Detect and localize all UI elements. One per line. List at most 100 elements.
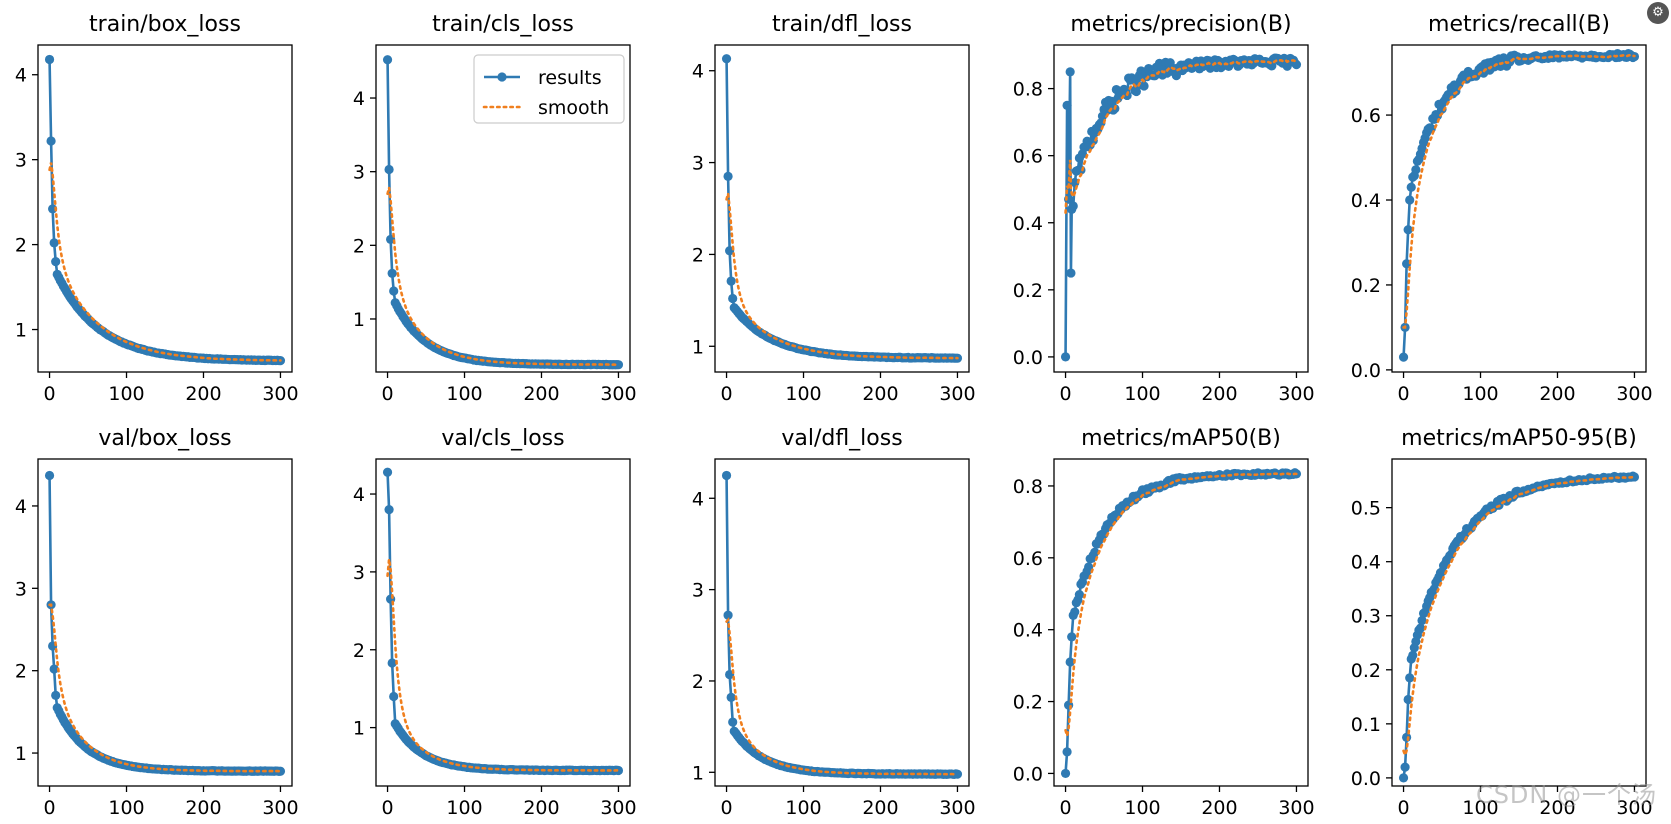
y-tick-label: 0.4: [1013, 213, 1043, 235]
x-tick-label: 0: [1397, 383, 1409, 405]
results-point: [49, 238, 59, 248]
y-tick-label: 4: [353, 88, 365, 110]
x-tick-label: 100: [1124, 383, 1160, 405]
results-point: [1291, 60, 1302, 70]
results-point: [382, 467, 393, 477]
x-tick-label: 100: [446, 383, 482, 405]
results-point: [613, 360, 624, 370]
results-point: [1065, 67, 1075, 77]
results-point: [721, 470, 732, 481]
x-tick-label: 300: [600, 797, 636, 819]
csdn-watermark: CSDN @一个汤: [1475, 781, 1657, 809]
x-tick-label: 300: [939, 797, 975, 819]
x-tick-label: 200: [862, 797, 898, 819]
results-point: [384, 164, 394, 175]
plot-frame: [714, 458, 970, 787]
results-point: [1062, 100, 1072, 110]
results-point: [723, 610, 733, 620]
results-point: [1060, 352, 1071, 362]
y-tick-label: 1: [353, 309, 365, 331]
y-tick-label: 3: [15, 150, 27, 172]
x-tick-label: 100: [1462, 797, 1498, 819]
plot-frame: [375, 44, 631, 373]
y-tick-label: 1: [692, 336, 704, 358]
x-tick-label: 200: [1201, 383, 1237, 405]
x-tick-label: 0: [43, 797, 55, 819]
x-tick-label: 200: [1539, 797, 1575, 819]
results-markers: [721, 470, 963, 779]
x-tick-label: 300: [939, 383, 975, 405]
results-point: [726, 276, 736, 286]
chart-panel: train/cls_loss 0 100 200 300 1 2 3 4 results smoot…: [353, 12, 637, 405]
results-point: [51, 690, 61, 701]
results-point: [1139, 81, 1149, 91]
results-point: [613, 765, 624, 776]
smooth-line: [1064, 58, 1298, 214]
y-tick-label: 0.0: [1013, 763, 1043, 785]
settings-badge-icon[interactable]: ⚙: [1647, 2, 1669, 24]
chart-title: metrics/precision(B): [1070, 12, 1291, 37]
smooth-line: [1064, 472, 1298, 737]
x-tick-label: 200: [523, 383, 559, 405]
legend: results smooth: [473, 54, 625, 124]
x-tick-label: 300: [1616, 797, 1652, 819]
y-tick-label: 1: [353, 718, 365, 740]
chart-title: train/cls_loss: [432, 12, 574, 37]
smooth-line: [725, 617, 959, 776]
x-tick-label: 100: [785, 383, 821, 405]
legend-results-marker: [497, 72, 507, 82]
results-line: [1064, 56, 1298, 359]
y-tick-label: 4: [692, 488, 704, 510]
results-point: [1403, 694, 1413, 705]
smooth-line: [386, 559, 620, 772]
x-tick-label: 0: [1059, 383, 1071, 405]
results-point: [389, 691, 399, 702]
y-tick-label: 0.3: [1351, 606, 1381, 628]
smooth-line: [725, 193, 959, 360]
y-tick-label: 3: [15, 578, 27, 600]
x-tick-label: 200: [1201, 797, 1237, 819]
plot-frame: [1053, 44, 1309, 373]
chart-title: metrics/mAP50-95(B): [1401, 426, 1637, 451]
legend-results-label: results: [538, 67, 602, 89]
results-markers: [1060, 53, 1302, 362]
results-point: [1408, 650, 1418, 660]
smooth-line: [1402, 475, 1636, 759]
y-tick-label: 1: [15, 743, 27, 765]
y-tick-label: 0.5: [1351, 498, 1381, 520]
results-point: [1084, 562, 1094, 572]
results-line: [48, 474, 282, 773]
results-point: [1074, 590, 1084, 600]
x-tick-label: 100: [785, 797, 821, 819]
y-tick-label: 0.4: [1013, 620, 1043, 642]
results-line: [725, 474, 959, 776]
x-tick-label: 100: [1462, 383, 1498, 405]
x-tick-label: 0: [43, 383, 55, 405]
results-point: [1067, 632, 1077, 642]
chart-title: metrics/mAP50(B): [1081, 426, 1281, 451]
y-tick-label: 4: [15, 65, 27, 87]
results-line: [386, 470, 620, 772]
chart-panel: metrics/mAP50-95(B) 0 100 200 300 0.0 0.1 0.2 0.…: [1351, 426, 1653, 819]
results-point: [1398, 773, 1409, 783]
x-tick-label: 300: [1278, 383, 1314, 405]
results-point: [1415, 623, 1426, 633]
results-point: [1062, 747, 1072, 757]
y-tick-label: 0.4: [1351, 552, 1381, 574]
y-tick-label: 4: [353, 484, 365, 506]
chart-panel: train/dfl_loss 0 100 200 300 1 2 3 4: [692, 12, 976, 405]
results-point: [1405, 195, 1415, 205]
y-tick-label: 1: [15, 320, 27, 342]
results-point: [1090, 547, 1100, 557]
chart-panel: val/box_loss 0 100 200 300 1 2 3 4: [15, 426, 299, 819]
plot-frame: [1391, 458, 1647, 787]
results-point: [44, 54, 55, 65]
chart-title: metrics/recall(B): [1428, 12, 1610, 37]
smooth-line: [1402, 53, 1636, 329]
smooth-line: [48, 603, 282, 773]
y-tick-label: 4: [15, 496, 27, 518]
results-markers: [44, 54, 286, 366]
plot-frame: [375, 458, 631, 787]
results-markers: [1060, 468, 1302, 779]
y-tick-label: 0.4: [1351, 190, 1381, 212]
